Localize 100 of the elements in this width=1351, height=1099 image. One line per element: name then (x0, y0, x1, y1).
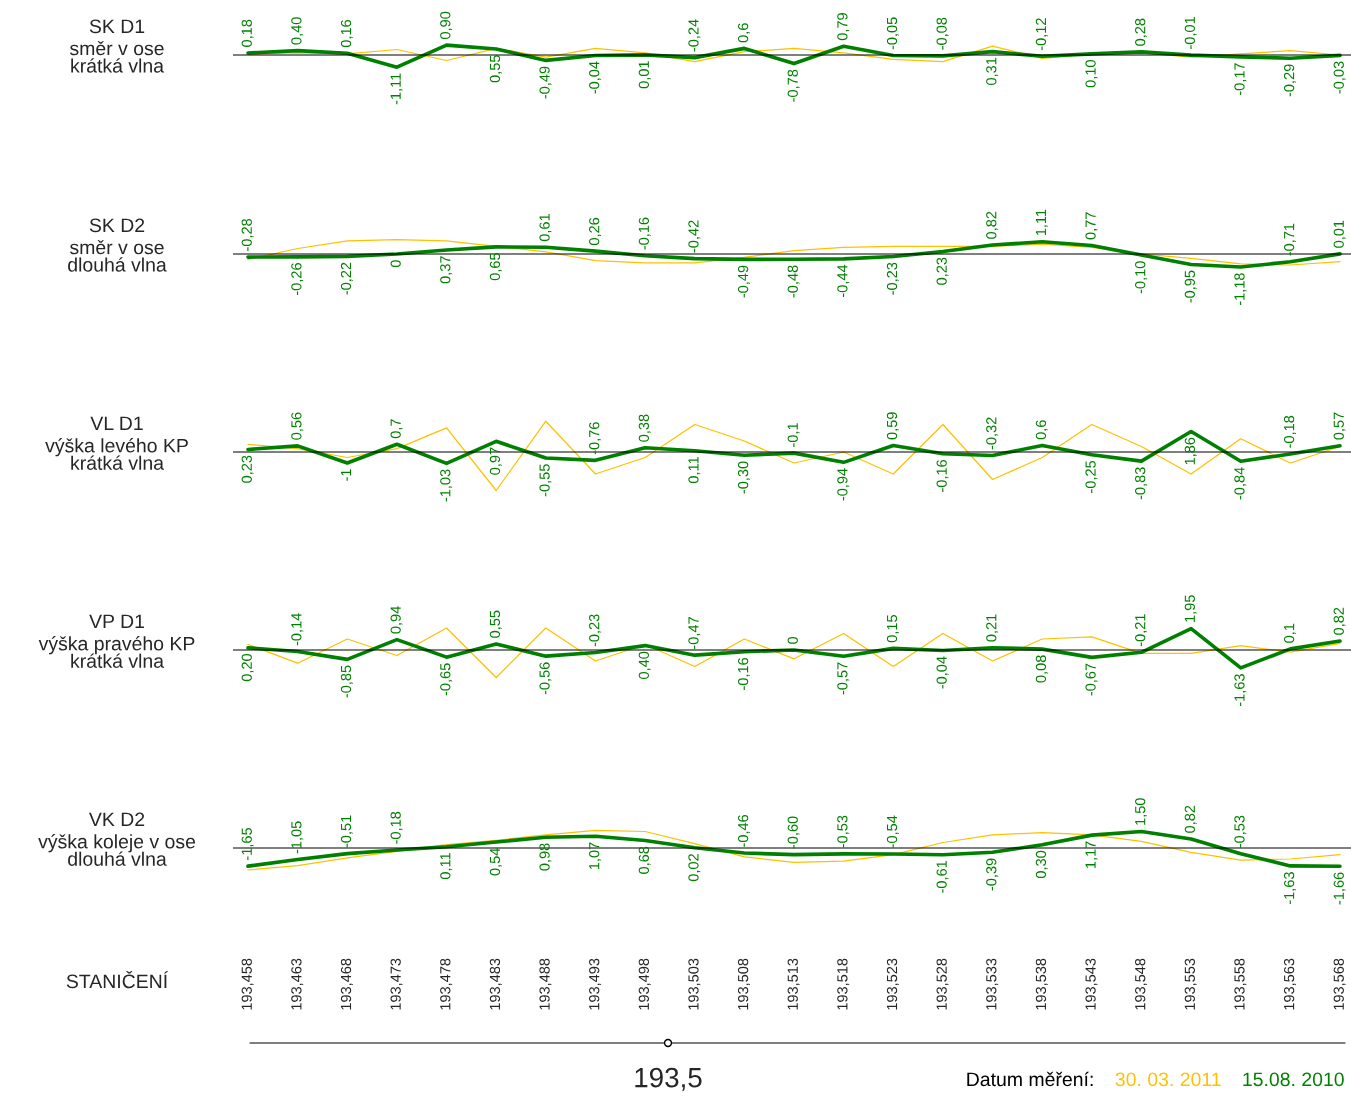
data-label: 0,97 (489, 447, 502, 475)
data-label: 0,98 (539, 843, 552, 871)
data-label: 0,61 (539, 214, 552, 242)
data-label: -0,49 (737, 265, 750, 298)
data-label: -0,23 (886, 262, 899, 295)
data-label: -0,25 (1085, 460, 1098, 493)
x-tick-label: 193,468 (340, 958, 353, 1010)
data-label: -0,01 (1184, 17, 1197, 49)
text: výška koleje v ose dlouhá vlna (38, 834, 196, 866)
data-label: 1,86 (1184, 437, 1197, 465)
data-label: -0,56 (539, 662, 552, 695)
x-tick-label: 193,503 (688, 958, 701, 1010)
data-label: -0,60 (787, 816, 800, 849)
data-label: -0,04 (936, 656, 949, 689)
data-label: -0,03 (1333, 61, 1346, 94)
data-label: 0,54 (489, 848, 502, 876)
text: výška pravého KP krátká vlna (38, 636, 195, 668)
data-label: -0,05 (886, 17, 899, 50)
data-label: -0,49 (539, 66, 552, 99)
data-label: 0,68 (638, 846, 651, 874)
data-label: 0,31 (986, 57, 999, 85)
x-tick-label: 193,513 (787, 958, 800, 1010)
data-label: -0,16 (638, 217, 651, 250)
x-tick-label: 193,463 (291, 958, 304, 1010)
x-tick-label: 193,558 (1234, 958, 1247, 1010)
data-label: -0,67 (1085, 663, 1098, 696)
data-label: -0,14 (291, 613, 304, 646)
data-label: -0,04 (589, 61, 602, 94)
data-label: 0,40 (638, 651, 651, 679)
data-label: 0,1 (1283, 623, 1296, 643)
x-tick-label: 193,528 (936, 958, 949, 1010)
x-tick-label: 193,493 (589, 958, 602, 1010)
x-tick-label: 193,553 (1184, 958, 1197, 1010)
data-label: -0,83 (1135, 467, 1148, 500)
data-label: 0,82 (1184, 805, 1197, 833)
chart-subtitle: směr v ose krátká vlna (70, 40, 165, 73)
text: výška levého KP krátká vlna (45, 438, 188, 470)
data-label: 0,28 (1135, 18, 1148, 46)
text: 15.08. 2010 (1243, 1072, 1344, 1087)
data-label: -1,18 (1234, 273, 1247, 306)
data-label: -0,17 (1234, 63, 1247, 96)
data-label: -0,12 (1035, 18, 1048, 51)
data-label: 1,17 (1085, 841, 1098, 868)
data-label: 0,90 (440, 11, 453, 39)
data-label: 0,18 (241, 19, 254, 47)
x-tick-label: 193,483 (489, 958, 502, 1010)
data-label: -0,16 (936, 459, 949, 492)
data-label: -0,42 (688, 220, 701, 253)
data-label: -0,30 (737, 461, 750, 494)
data-label: 0,55 (489, 610, 502, 638)
data-label: -0,65 (440, 663, 453, 696)
data-label: -0,57 (837, 662, 850, 695)
data-label: -0,76 (589, 422, 602, 455)
legend-title: Datum měření: (967, 1071, 1093, 1087)
x-tick-label: 193,518 (837, 958, 850, 1010)
data-label: 0,6 (737, 23, 750, 43)
data-label: -0,95 (1184, 270, 1197, 303)
data-label: -1,63 (1234, 674, 1247, 707)
data-label: -0,46 (737, 814, 750, 847)
data-label: 0,02 (688, 854, 701, 882)
data-label: 0,38 (638, 414, 651, 442)
data-label: 0,11 (688, 457, 701, 484)
chart-title: VP D1 (89, 614, 144, 629)
data-label: 0,11 (440, 853, 453, 880)
data-label: 0,15 (886, 615, 899, 643)
x-tick-label: 193,508 (737, 958, 750, 1010)
data-label: 0,23 (936, 257, 949, 285)
data-label: 0,7 (390, 419, 403, 439)
data-label: 1,95 (1184, 595, 1197, 622)
data-label: 0,10 (1085, 60, 1098, 88)
data-label: -1,11 (390, 73, 403, 105)
data-label: -0,21 (1135, 614, 1148, 647)
x-tick-label: 193,488 (539, 958, 552, 1010)
data-label: -0,53 (837, 815, 850, 848)
x-tick-label: 193,473 (390, 958, 403, 1010)
data-label: 0,6 (1035, 420, 1048, 440)
data-label: -0,54 (886, 815, 899, 848)
chart-title: VK D2 (88, 812, 145, 827)
data-label: -0,84 (1234, 467, 1247, 500)
data-label: -0,78 (787, 69, 800, 102)
data-label: 0,20 (241, 653, 254, 682)
data-label: 0,57 (1333, 412, 1346, 440)
chart-title: SK D2 (89, 218, 145, 233)
data-label: -1 (341, 469, 352, 481)
data-label: -0,16 (737, 657, 750, 690)
data-label: -0,23 (589, 614, 602, 647)
data-label: 0,56 (291, 412, 304, 440)
data-label: 0,01 (1333, 220, 1346, 248)
data-label: 0,26 (589, 217, 602, 246)
data-label: -0,39 (986, 858, 999, 891)
data-label: -0,10 (1135, 261, 1148, 294)
data-label: 0,77 (1085, 212, 1098, 240)
data-label: -1,66 (1333, 872, 1346, 905)
data-label: -0,08 (936, 17, 949, 50)
data-label: -0,32 (986, 417, 999, 450)
data-label: 0,65 (489, 253, 502, 281)
data-label: -0,51 (340, 815, 353, 848)
data-label: 0,59 (886, 412, 899, 440)
data-label: 0,79 (837, 13, 850, 41)
data-label: -0,22 (340, 262, 353, 295)
